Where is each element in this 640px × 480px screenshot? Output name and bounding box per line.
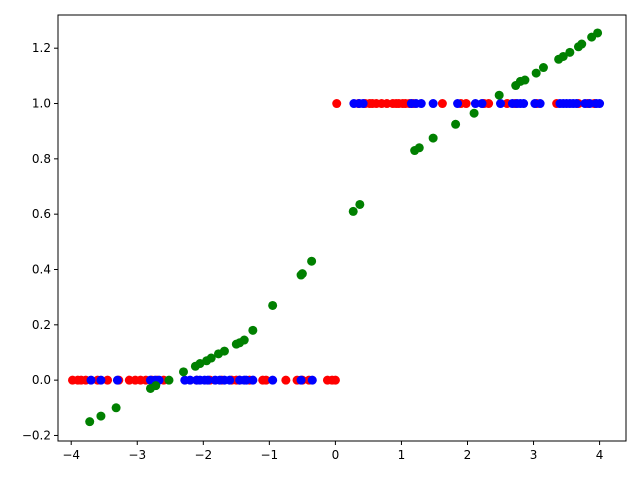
data-point [86, 375, 96, 385]
x-tick-label: 4 [596, 448, 604, 462]
data-point [151, 381, 161, 391]
data-point [585, 99, 595, 109]
y-tick-label: 1.0 [32, 97, 51, 111]
data-point [531, 68, 541, 78]
y-tick-label: 1.2 [32, 41, 51, 55]
series-2 [85, 28, 603, 427]
data-point [428, 133, 438, 143]
data-point [307, 256, 317, 266]
data-point [281, 375, 291, 385]
data-point [178, 367, 188, 377]
data-point [428, 99, 438, 109]
data-point [261, 375, 271, 385]
data-point [358, 99, 368, 109]
data-point [185, 375, 195, 385]
x-tick-label: −3 [128, 448, 146, 462]
data-point [111, 403, 121, 413]
data-point [307, 375, 317, 385]
y-tick-label: 0.0 [32, 373, 51, 387]
axes-frame [57, 14, 627, 442]
data-point [451, 119, 461, 129]
data-point [477, 99, 487, 109]
data-point [248, 325, 258, 335]
data-point [103, 375, 113, 385]
axis-ticks: −4 −3 −2 −1 0 1 2 3 4 −0.2 0.0 0.2 0.4 0.6 0.8 1.0 1.2 [22, 41, 604, 462]
data-point [577, 39, 587, 49]
series-1 [86, 99, 605, 385]
data-point [296, 375, 306, 385]
data-point [268, 375, 278, 385]
data-point [225, 375, 235, 385]
data-point [96, 375, 106, 385]
data-point [332, 99, 342, 109]
data-point [496, 99, 506, 109]
data-point [416, 99, 426, 109]
data-point [85, 417, 95, 427]
x-tick-label: 1 [398, 448, 406, 462]
data-point [535, 99, 545, 109]
data-point [239, 335, 249, 345]
data-point [494, 90, 504, 100]
data-point [241, 375, 251, 385]
x-tick-label: −2 [194, 448, 212, 462]
data-point [248, 375, 258, 385]
y-tick-label: 0.6 [32, 207, 51, 221]
data-point [520, 75, 530, 85]
data-point [470, 99, 480, 109]
data-point [437, 99, 447, 109]
data-point [469, 108, 479, 118]
y-tick-label: 0.2 [32, 318, 51, 332]
data-point [203, 375, 213, 385]
x-tick-label: 3 [530, 448, 538, 462]
y-tick-label: −0.2 [22, 428, 51, 442]
data-point [355, 199, 365, 209]
data-point [461, 99, 471, 109]
data-point [330, 375, 340, 385]
data-point [571, 99, 581, 109]
data-point [519, 99, 529, 109]
data-point [414, 143, 424, 153]
x-tick-label: −1 [260, 448, 278, 462]
data-point [112, 375, 122, 385]
y-tick-label: 0.4 [32, 262, 51, 276]
data-point [538, 63, 548, 73]
data-point [348, 206, 358, 216]
x-tick-label: 0 [332, 448, 340, 462]
data-point [96, 411, 106, 421]
data-points [68, 28, 605, 427]
data-point [484, 99, 494, 109]
data-point [206, 353, 216, 363]
data-point [558, 51, 568, 61]
series-0 [68, 99, 599, 385]
data-point [219, 346, 229, 356]
x-tick-label: 2 [464, 448, 472, 462]
data-point [297, 269, 307, 279]
data-point [268, 300, 278, 310]
x-tick-label: −4 [62, 448, 80, 462]
data-point [164, 375, 174, 385]
data-point [593, 28, 603, 38]
data-point [565, 47, 575, 57]
data-point [453, 99, 463, 109]
data-point [595, 99, 605, 109]
y-tick-label: 0.8 [32, 152, 51, 166]
